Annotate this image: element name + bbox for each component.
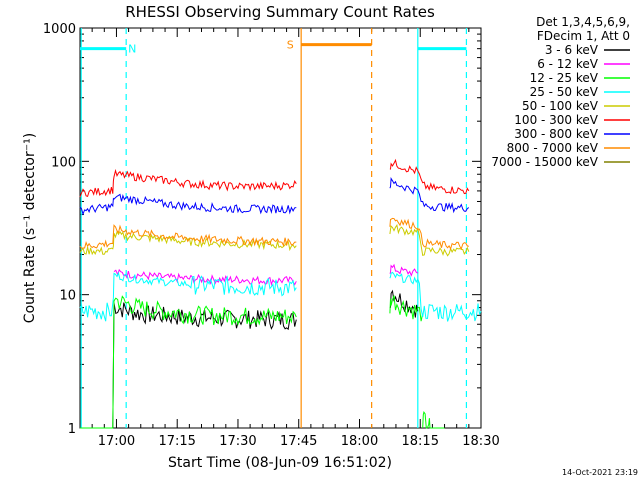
legend: Det 1,3,4,5,6,9, FDecim 1, Att 0 3 - 6 k… — [491, 15, 630, 169]
series-line — [79, 168, 297, 198]
legend-header-line-2: FDecim 1, Att 0 — [537, 29, 630, 43]
x-tick-label: 17:15 — [158, 434, 195, 449]
legend-entry-label: 50 - 100 keV — [522, 99, 599, 113]
series-line — [80, 295, 297, 429]
x-axis: 17:00 17:15 17:30 17:45 18:00 18:15 18:30 — [79, 28, 500, 449]
series-line — [389, 289, 419, 318]
x-tick-label: 17:45 — [280, 434, 317, 449]
series-line — [389, 217, 469, 251]
series-lines — [79, 158, 482, 429]
legend-entry-label: 6 - 12 keV — [537, 57, 599, 71]
y-tick-label: 1 — [68, 422, 76, 437]
series-line — [389, 158, 470, 195]
series-line — [389, 224, 470, 257]
plot-area — [79, 27, 482, 429]
legend-entry-label: 300 - 800 keV — [514, 127, 598, 141]
legend-header-line-1: Det 1,3,4,5,6,9, — [536, 15, 630, 29]
legend-entry-label: 3 - 6 keV — [545, 43, 599, 57]
observation-markers — [80, 28, 468, 428]
y-tick-label: 100 — [51, 155, 76, 170]
y-tick-label: 1000 — [43, 22, 76, 37]
y-tick-label: 10 — [59, 289, 76, 304]
x-tick-label: 17:00 — [98, 434, 135, 449]
series-line — [79, 193, 297, 216]
series-line — [79, 224, 297, 249]
annotation-label: N — [128, 43, 136, 56]
legend-entry-label: 12 - 25 keV — [530, 71, 599, 85]
plot-frame — [79, 27, 482, 429]
y-axis: 1 10 100 1000 — [43, 22, 481, 437]
x-tick-label: 17:30 — [219, 434, 256, 449]
x-tick-label: 18:30 — [462, 434, 499, 449]
series-line — [389, 295, 424, 322]
x-axis-label: Start Time (08-Jun-09 16:51:02) — [168, 455, 392, 471]
x-tick-label: 18:00 — [341, 434, 378, 449]
legend-entry-label: 800 - 7000 keV — [507, 141, 599, 155]
x-tick-label: 18:15 — [402, 434, 439, 449]
legend-entry-label: 7000 - 15000 keV — [491, 155, 598, 169]
series-line — [389, 271, 482, 322]
series-line — [79, 271, 297, 322]
y-axis-label: Count Rate (s⁻¹ detector⁻¹) — [22, 133, 38, 323]
series-line — [389, 263, 419, 277]
chart-title: RHESSI Observing Summary Count Rates — [125, 3, 435, 21]
series-line — [389, 177, 470, 214]
series-line — [422, 411, 445, 429]
timestamp: 14-Oct-2021 23:19 — [562, 468, 638, 477]
legend-entry-label: 25 - 50 keV — [530, 85, 599, 99]
annotation-label: S — [287, 39, 294, 52]
legend-entry-label: 100 - 300 keV — [514, 113, 598, 127]
